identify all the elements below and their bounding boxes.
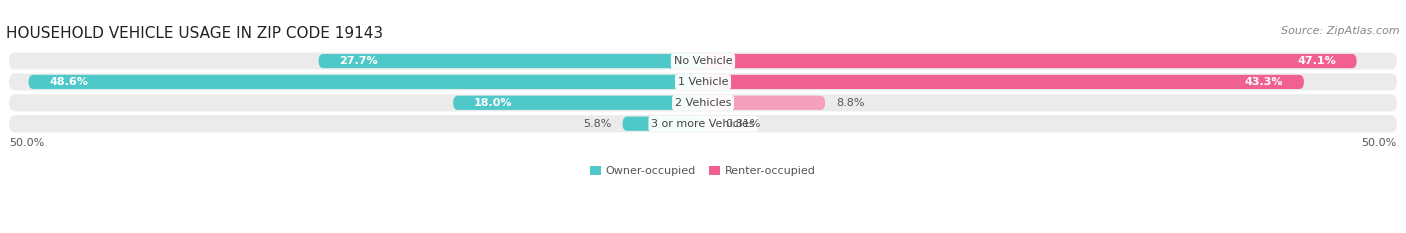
FancyBboxPatch shape (8, 115, 1398, 132)
FancyBboxPatch shape (319, 54, 703, 68)
Text: 0.81%: 0.81% (725, 119, 761, 129)
FancyBboxPatch shape (703, 54, 1357, 68)
FancyBboxPatch shape (8, 94, 1398, 111)
Text: 8.8%: 8.8% (837, 98, 865, 108)
Text: 48.6%: 48.6% (49, 77, 89, 87)
Text: 50.0%: 50.0% (8, 138, 45, 148)
Text: Source: ZipAtlas.com: Source: ZipAtlas.com (1281, 26, 1399, 36)
Text: HOUSEHOLD VEHICLE USAGE IN ZIP CODE 19143: HOUSEHOLD VEHICLE USAGE IN ZIP CODE 1914… (7, 26, 384, 41)
Text: 18.0%: 18.0% (474, 98, 513, 108)
Text: 3 or more Vehicles: 3 or more Vehicles (651, 119, 755, 129)
Text: 50.0%: 50.0% (1361, 138, 1398, 148)
FancyBboxPatch shape (703, 116, 714, 131)
FancyBboxPatch shape (623, 116, 703, 131)
Text: 43.3%: 43.3% (1244, 77, 1284, 87)
Text: 47.1%: 47.1% (1298, 56, 1336, 66)
Text: 1 Vehicle: 1 Vehicle (678, 77, 728, 87)
FancyBboxPatch shape (453, 96, 703, 110)
FancyBboxPatch shape (8, 73, 1398, 90)
Legend: Owner-occupied, Renter-occupied: Owner-occupied, Renter-occupied (586, 161, 820, 181)
FancyBboxPatch shape (8, 52, 1398, 70)
Text: No Vehicle: No Vehicle (673, 56, 733, 66)
Text: 2 Vehicles: 2 Vehicles (675, 98, 731, 108)
Text: 27.7%: 27.7% (339, 56, 378, 66)
FancyBboxPatch shape (703, 96, 825, 110)
FancyBboxPatch shape (28, 75, 703, 89)
FancyBboxPatch shape (703, 75, 1303, 89)
Text: 5.8%: 5.8% (583, 119, 612, 129)
